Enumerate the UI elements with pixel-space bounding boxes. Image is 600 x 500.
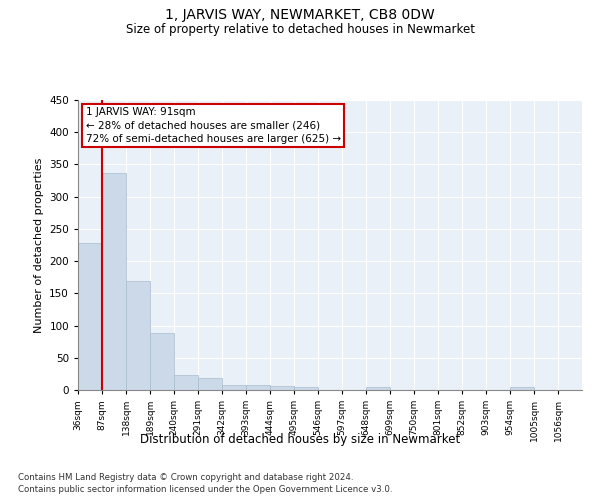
Bar xyxy=(174,374,198,390)
Text: Distribution of detached houses by size in Newmarket: Distribution of detached houses by size … xyxy=(140,432,460,446)
Bar xyxy=(78,243,102,390)
Bar xyxy=(246,385,270,390)
Bar xyxy=(270,386,294,390)
Bar xyxy=(102,173,126,390)
Bar xyxy=(366,387,390,390)
Bar xyxy=(126,281,150,390)
Y-axis label: Number of detached properties: Number of detached properties xyxy=(34,158,44,332)
Bar xyxy=(222,386,246,390)
Text: 1 JARVIS WAY: 91sqm
← 28% of detached houses are smaller (246)
72% of semi-detac: 1 JARVIS WAY: 91sqm ← 28% of detached ho… xyxy=(86,108,341,144)
Bar xyxy=(510,388,534,390)
Text: Contains HM Land Registry data © Crown copyright and database right 2024.: Contains HM Land Registry data © Crown c… xyxy=(18,472,353,482)
Text: Contains public sector information licensed under the Open Government Licence v3: Contains public sector information licen… xyxy=(18,485,392,494)
Text: 1, JARVIS WAY, NEWMARKET, CB8 0DW: 1, JARVIS WAY, NEWMARKET, CB8 0DW xyxy=(165,8,435,22)
Bar xyxy=(198,378,222,390)
Bar xyxy=(150,334,174,390)
Text: Size of property relative to detached houses in Newmarket: Size of property relative to detached ho… xyxy=(125,22,475,36)
Bar xyxy=(294,388,318,390)
